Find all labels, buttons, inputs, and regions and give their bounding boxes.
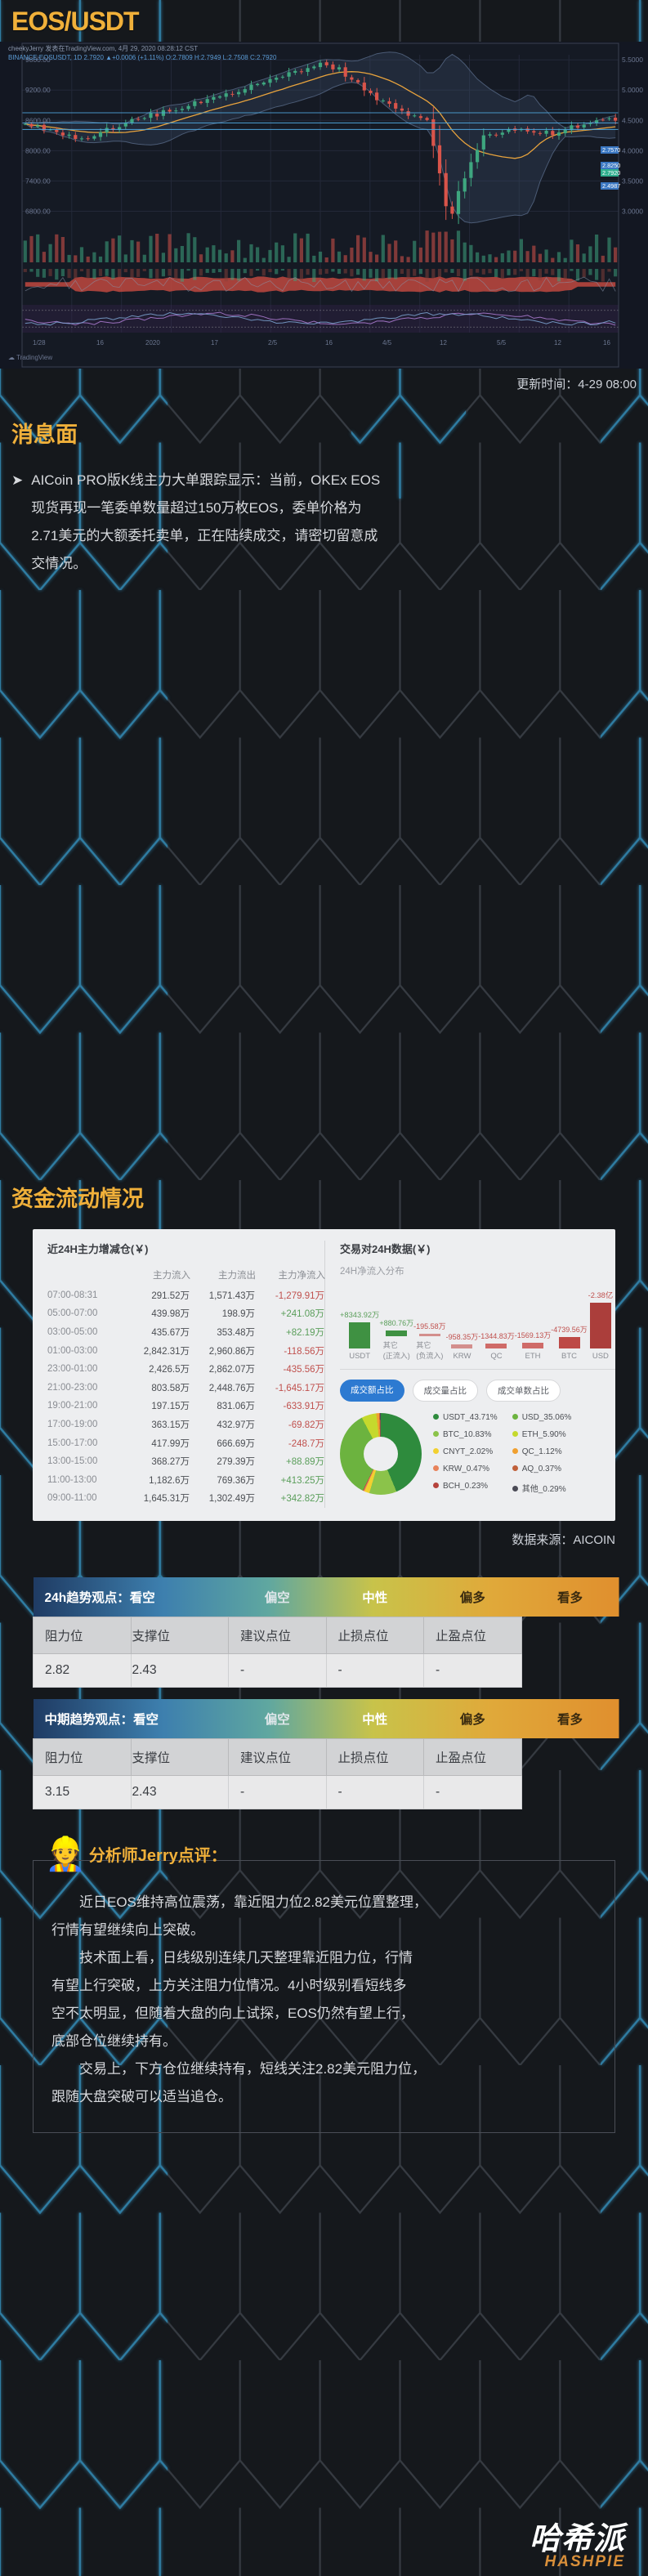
- svg-text:2/5: 2/5: [268, 339, 278, 347]
- svg-text:16: 16: [603, 339, 610, 347]
- svg-text:☁ TradingView: ☁ TradingView: [8, 354, 52, 361]
- svg-text:4/5: 4/5: [382, 339, 392, 347]
- svg-text:12: 12: [554, 339, 561, 347]
- svg-text:2.4987: 2.4987: [602, 182, 620, 190]
- svg-text:2.8250: 2.8250: [602, 162, 620, 169]
- svg-text:3.0000: 3.0000: [622, 208, 643, 216]
- svg-text:16: 16: [325, 339, 333, 347]
- svg-text:17: 17: [211, 339, 218, 347]
- svg-text:7400.00: 7400.00: [25, 177, 51, 185]
- svg-text:16: 16: [96, 339, 104, 347]
- svg-text:3.5000: 3.5000: [622, 177, 643, 185]
- svg-text:cheekyJerry 发表在TradingView.com: cheekyJerry 发表在TradingView.com, 4月 29, 2…: [8, 44, 198, 52]
- svg-text:8600.00: 8600.00: [25, 116, 51, 124]
- svg-text:9200.00: 9200.00: [25, 86, 51, 94]
- svg-text:12: 12: [440, 339, 447, 347]
- svg-text:4.5000: 4.5000: [622, 116, 643, 124]
- svg-text:5.5000: 5.5000: [622, 56, 643, 64]
- svg-text:BINANCE:EOSUSDT, 1D 2.7920 ▲+0: BINANCE:EOSUSDT, 1D 2.7920 ▲+0.0006 (+1.…: [8, 54, 277, 61]
- svg-text:5/5: 5/5: [497, 339, 507, 347]
- svg-text:2.7570: 2.7570: [602, 146, 620, 154]
- svg-text:5.0000: 5.0000: [622, 86, 643, 94]
- svg-text:6800.00: 6800.00: [25, 208, 51, 216]
- svg-text:8000.00: 8000.00: [25, 146, 51, 154]
- svg-text:1/28: 1/28: [33, 339, 46, 347]
- svg-text:4.0000: 4.0000: [622, 146, 643, 154]
- svg-text:2.7920: 2.7920: [602, 169, 620, 177]
- svg-text:2020: 2020: [145, 339, 160, 347]
